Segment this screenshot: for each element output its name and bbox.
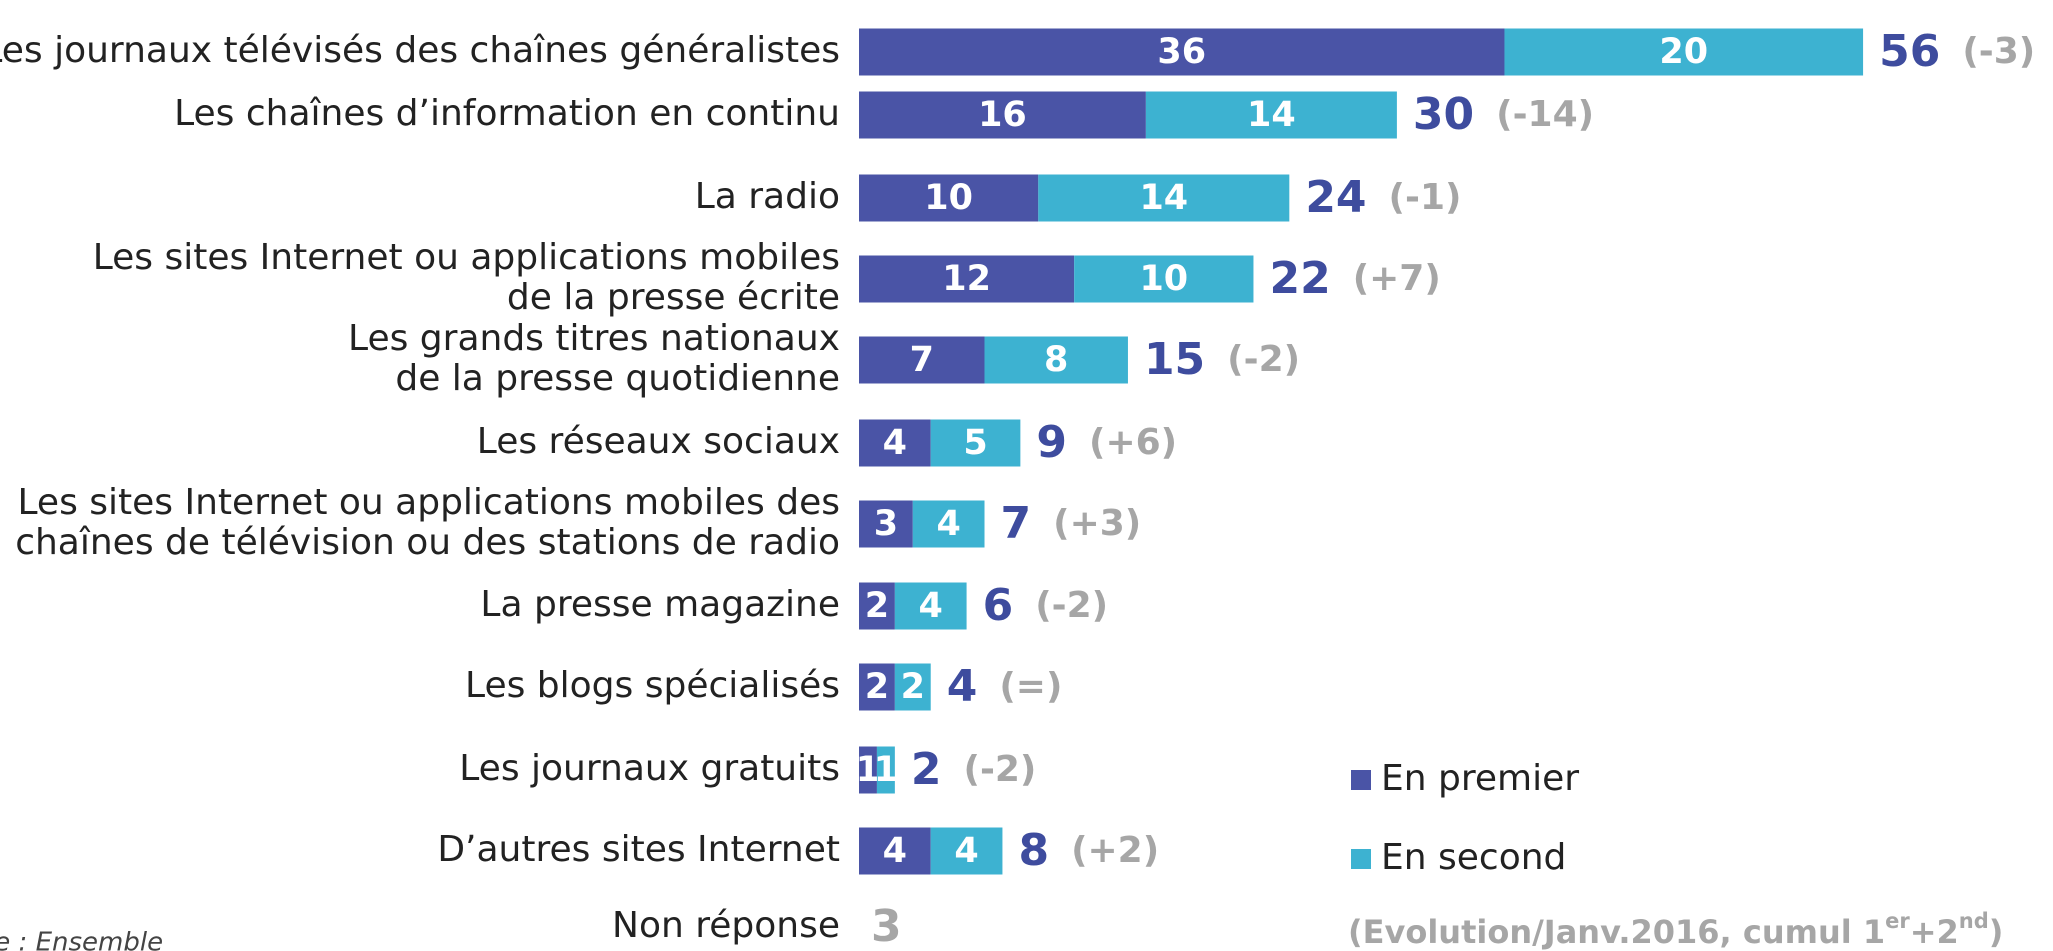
- bar-segment: [859, 500, 913, 548]
- bar-value-label: 4: [883, 831, 907, 871]
- total-label: 30: [1413, 89, 1474, 140]
- category-label: Les réseaux sociaux: [477, 421, 840, 462]
- bar-value-label: 2: [865, 667, 889, 707]
- category-label: D’autres sites Internet: [437, 829, 840, 870]
- bar-value-label: 2: [901, 667, 925, 707]
- category-label: Les sites Internet ou applications mobil…: [93, 237, 840, 318]
- category-label: Les grands titres nationaux de la presse …: [348, 318, 840, 399]
- bar-value-label: 20: [1659, 32, 1708, 72]
- category-label: Les chaînes d’information en continu: [174, 93, 840, 134]
- bar-value-label: 14: [1139, 178, 1188, 218]
- bar-segment: [1145, 91, 1397, 139]
- bar-segment: [930, 419, 1021, 467]
- bar-segment: [859, 582, 895, 630]
- bar-value-label: 2: [865, 586, 889, 626]
- evolution-label: (=): [999, 666, 1062, 707]
- bar-segment: [859, 746, 877, 794]
- evolution-label: (+7): [1353, 258, 1441, 299]
- bar-segment: [1504, 28, 1864, 76]
- bar-value-label: 3: [874, 504, 898, 544]
- total-label: 9: [1036, 417, 1067, 468]
- bar-segment: [930, 827, 1003, 875]
- bar-value-label: 1: [856, 750, 880, 790]
- bar-segment: [859, 663, 895, 711]
- bar-segment: [859, 255, 1075, 303]
- bar-segment: [894, 663, 931, 711]
- category-label: Les journaux télévisés des chaînes génér…: [0, 30, 840, 71]
- bar-value-label: 10: [924, 178, 973, 218]
- footnote-part: (Evolution/Janv.2016, cumul 1: [1348, 913, 1885, 951]
- bar-value-label: 16: [978, 95, 1027, 135]
- total-label: 3: [871, 901, 902, 951]
- bar-value-label: 8: [1044, 340, 1068, 380]
- bar-value-label: 10: [1139, 259, 1188, 299]
- bar-segment: [984, 336, 1128, 384]
- footnote-part: nd: [1959, 909, 1989, 933]
- evolution-label: (-2): [963, 749, 1036, 790]
- total-label: 24: [1305, 172, 1366, 223]
- bar-value-label: 4: [936, 504, 960, 544]
- bar-segment: [859, 336, 985, 384]
- total-label: 15: [1144, 334, 1205, 385]
- footnote-part: er: [1885, 909, 1910, 933]
- bar-segment: [859, 91, 1146, 139]
- evolution-label: (-1): [1389, 177, 1462, 218]
- category-label: Les blogs spécialisés: [465, 665, 840, 706]
- total-label: 6: [983, 580, 1014, 631]
- footnote-part: +2: [1910, 913, 1959, 951]
- bar-value-label: 1: [874, 750, 898, 790]
- category-label: La radio: [695, 176, 840, 217]
- evolution-label: (+3): [1053, 503, 1141, 544]
- bar-segment: [859, 174, 1039, 222]
- bar-value-label: 4: [919, 586, 943, 626]
- bar-value-label: 36: [1157, 32, 1206, 72]
- total-label: 22: [1269, 253, 1330, 304]
- source-note: ce : Ensemble: [0, 928, 163, 951]
- legend-swatch: [1351, 849, 1371, 869]
- legend-swatch: [1351, 770, 1371, 790]
- bar-segment: [876, 746, 895, 794]
- total-label: 4: [947, 661, 978, 712]
- evolution-label: (-2): [1035, 585, 1108, 626]
- bar-value-label: 12: [942, 259, 991, 299]
- total-label: 7: [1001, 498, 1032, 549]
- legend-label: En second: [1381, 837, 1566, 878]
- bar-value-label: 5: [963, 423, 987, 463]
- evolution-label: (-2): [1227, 339, 1300, 380]
- evolution-label: (-3): [1962, 31, 2035, 72]
- bar-segment: [859, 28, 1505, 76]
- category-label: La presse magazine: [480, 584, 840, 625]
- bar-value-label: 14: [1247, 95, 1296, 135]
- category-label: Non réponse: [612, 905, 840, 946]
- evolution-label: (+6): [1089, 422, 1177, 463]
- total-label: 56: [1879, 26, 1940, 77]
- bar-segment: [1038, 174, 1290, 222]
- bar-value-label: 7: [910, 340, 934, 380]
- total-label: 2: [911, 744, 942, 795]
- footnote: (Evolution/Janv.2016, cumul 1er+2nd): [1348, 909, 2003, 951]
- evolution-label: (-14): [1496, 94, 1594, 135]
- bar-segment: [859, 827, 931, 875]
- evolution-label: (+2): [1071, 830, 1159, 871]
- legend-label: En premier: [1381, 758, 1579, 799]
- bar-segment: [859, 419, 931, 467]
- bar-segment: [894, 582, 967, 630]
- footnote-part: ): [1989, 913, 2004, 951]
- bar-segment: [1074, 255, 1254, 303]
- bar-segment: [912, 500, 985, 548]
- category-label: Les sites Internet ou applications mobil…: [15, 482, 840, 563]
- total-label: 8: [1018, 825, 1049, 876]
- bar-value-label: 4: [954, 831, 978, 871]
- bar-value-label: 4: [883, 423, 907, 463]
- category-label: Les journaux gratuits: [459, 748, 840, 789]
